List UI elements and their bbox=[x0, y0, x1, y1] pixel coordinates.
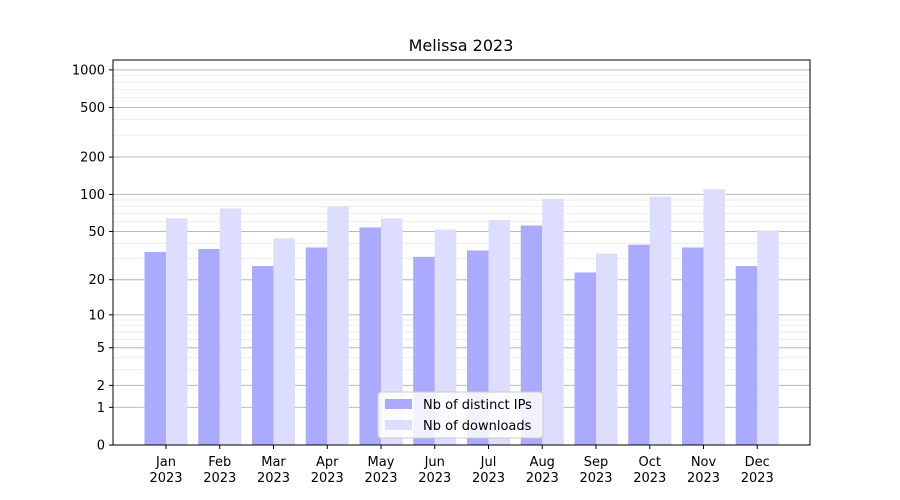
bar-downloads bbox=[273, 238, 295, 445]
bar-downloads bbox=[488, 220, 510, 445]
legend-swatch-distinct-ips bbox=[385, 399, 412, 409]
bar-distinct-ips bbox=[252, 266, 274, 445]
bar-downloads bbox=[596, 253, 618, 445]
x-axis: Jan 2023 Feb 2023 Mar 2023 Apr 2023 May 2023 Jun 20… bbox=[149, 445, 774, 486]
x-tick-label: Dec 2023 bbox=[741, 455, 774, 486]
bar-distinct-ips bbox=[359, 227, 381, 445]
bar-downloads bbox=[219, 208, 242, 445]
x-tick-label: Sep 2023 bbox=[579, 455, 612, 486]
bar-downloads bbox=[166, 218, 188, 445]
y-tick-label: 100 bbox=[80, 188, 105, 203]
bar-downloads bbox=[434, 229, 457, 445]
bar-downloads bbox=[381, 218, 403, 445]
y-tick-label: 10 bbox=[88, 308, 105, 323]
y-tick-label: 20 bbox=[88, 273, 105, 288]
x-tick-label: Jan 2023 bbox=[149, 455, 182, 486]
bar-downloads bbox=[327, 206, 349, 445]
x-tick-label: Jun 2023 bbox=[418, 455, 451, 486]
legend-swatch-downloads bbox=[385, 420, 412, 430]
x-tick-label: Mar 2023 bbox=[257, 455, 290, 486]
bar-distinct-ips bbox=[305, 247, 328, 445]
bar-distinct-ips bbox=[198, 248, 220, 445]
y-tick-label: 2 bbox=[97, 379, 105, 394]
x-tick-label: Nov 2023 bbox=[687, 455, 720, 486]
y-tick-label: 5 bbox=[97, 341, 105, 356]
bar-distinct-ips bbox=[628, 244, 650, 445]
legend: Nb of distinct IPs Nb of downloads bbox=[377, 391, 544, 439]
legend-box bbox=[377, 391, 544, 439]
y-tick-label: 200 bbox=[80, 151, 105, 166]
legend-label-downloads: Nb of downloads bbox=[423, 419, 532, 434]
bar-distinct-ips bbox=[144, 251, 166, 445]
bar-distinct-ips bbox=[735, 266, 758, 445]
x-tick-label: Apr 2023 bbox=[311, 455, 344, 486]
y-tick-label: 1000 bbox=[72, 63, 105, 78]
y-tick-label: 1 bbox=[97, 401, 105, 416]
x-tick-label: Oct 2023 bbox=[633, 455, 666, 486]
bar-distinct-ips bbox=[682, 247, 704, 445]
y-tick-label: 0 bbox=[97, 439, 105, 454]
bar-distinct-ips bbox=[574, 272, 596, 445]
bar-downloads bbox=[542, 198, 564, 445]
y-tick-label: 50 bbox=[88, 225, 105, 240]
plot-frame bbox=[112, 59, 811, 446]
bar-distinct-ips bbox=[520, 225, 543, 445]
bar-downloads bbox=[757, 230, 779, 445]
x-tick-label: May 2023 bbox=[364, 455, 397, 486]
x-tick-label: Feb 2023 bbox=[203, 455, 236, 486]
legend-label-distinct-ips: Nb of distinct IPs bbox=[423, 398, 532, 413]
chart-title: Melissa 2023 bbox=[409, 36, 514, 55]
bar-downloads bbox=[649, 196, 672, 445]
x-tick-label: Aug 2023 bbox=[526, 455, 559, 486]
bar-downloads bbox=[703, 189, 725, 445]
x-tick-label: Jul 2023 bbox=[472, 455, 505, 486]
y-axis: 0 1 2 5 10 20 50 100 200 500 1000 bbox=[72, 63, 113, 454]
y-tick-label: 500 bbox=[80, 101, 105, 116]
bars bbox=[144, 189, 779, 445]
